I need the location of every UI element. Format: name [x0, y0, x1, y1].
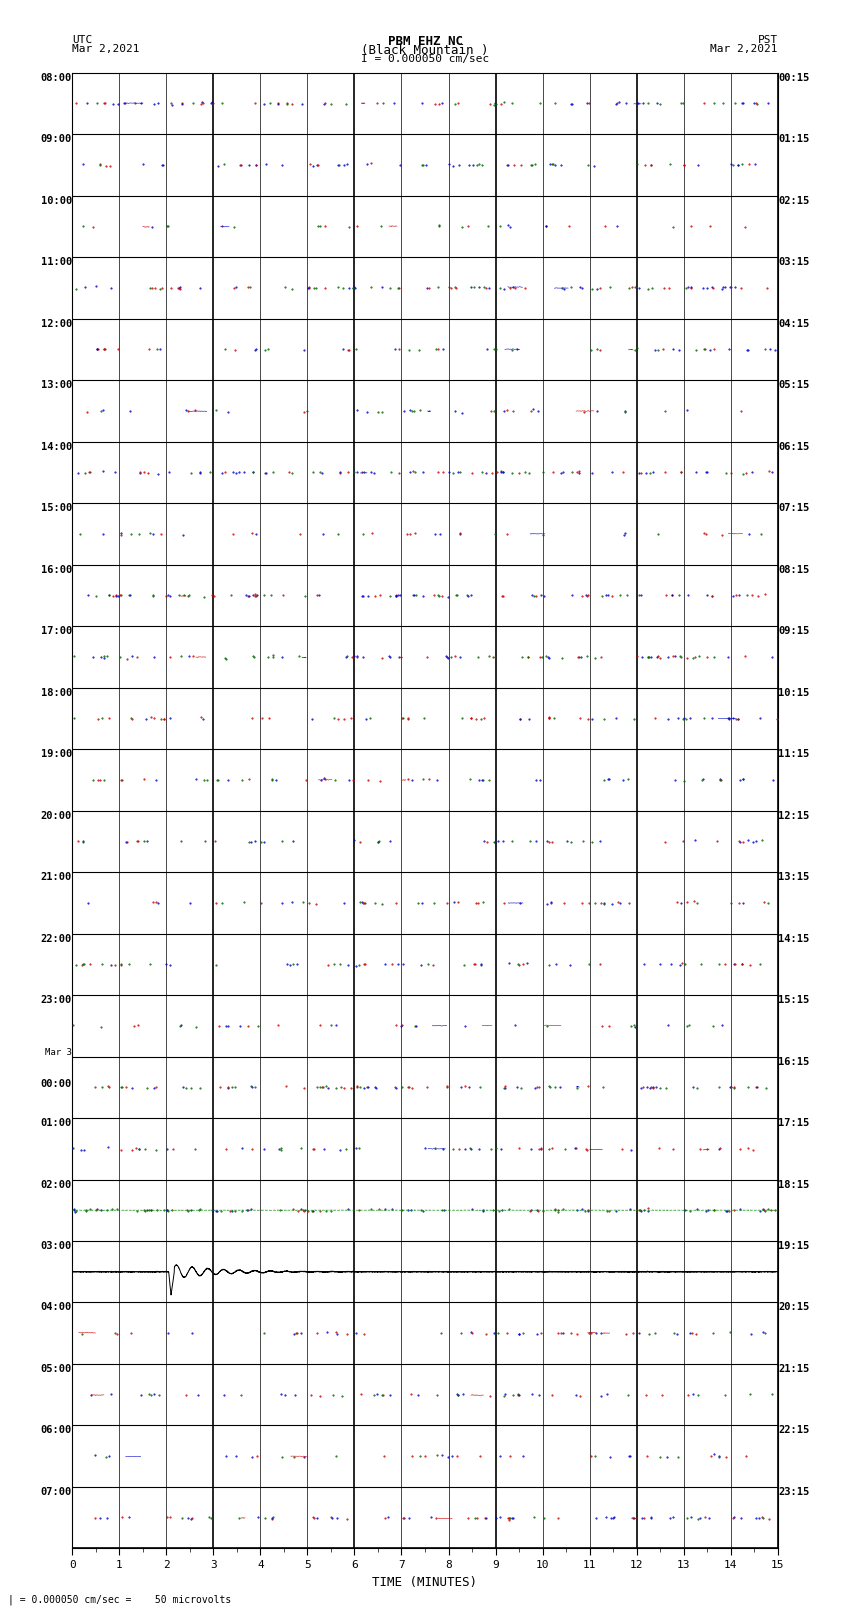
Text: Mar 2,2021: Mar 2,2021	[72, 44, 139, 55]
Text: 04:15: 04:15	[779, 319, 809, 329]
Text: 03:15: 03:15	[779, 256, 809, 268]
Text: 09:15: 09:15	[779, 626, 809, 636]
Text: 08:00: 08:00	[41, 73, 71, 82]
Text: 06:00: 06:00	[41, 1426, 71, 1436]
Text: 15:15: 15:15	[779, 995, 809, 1005]
Text: 22:00: 22:00	[41, 934, 71, 944]
Text: 16:15: 16:15	[779, 1057, 809, 1066]
Text: UTC: UTC	[72, 35, 93, 45]
Text: 23:00: 23:00	[41, 995, 71, 1005]
Text: 10:00: 10:00	[41, 195, 71, 205]
Text: 23:15: 23:15	[779, 1487, 809, 1497]
Text: 17:15: 17:15	[779, 1118, 809, 1127]
Text: 15:00: 15:00	[41, 503, 71, 513]
Text: 05:15: 05:15	[779, 381, 809, 390]
Text: 17:00: 17:00	[41, 626, 71, 636]
Text: 13:00: 13:00	[41, 381, 71, 390]
Text: I = 0.000050 cm/sec: I = 0.000050 cm/sec	[361, 53, 489, 65]
Text: 10:15: 10:15	[779, 687, 809, 697]
Text: 20:15: 20:15	[779, 1303, 809, 1313]
Text: 02:00: 02:00	[41, 1179, 71, 1189]
Text: 04:00: 04:00	[41, 1303, 71, 1313]
Text: 09:00: 09:00	[41, 134, 71, 144]
Text: PBM EHZ NC: PBM EHZ NC	[388, 35, 462, 48]
Text: Mar 3: Mar 3	[45, 1047, 71, 1057]
Text: 12:00: 12:00	[41, 319, 71, 329]
X-axis label: TIME (MINUTES): TIME (MINUTES)	[372, 1576, 478, 1589]
Text: 11:00: 11:00	[41, 256, 71, 268]
Text: 21:15: 21:15	[779, 1365, 809, 1374]
Text: 06:15: 06:15	[779, 442, 809, 452]
Text: PST: PST	[757, 35, 778, 45]
Text: 00:15: 00:15	[779, 73, 809, 82]
Text: 21:00: 21:00	[41, 873, 71, 882]
Text: 22:15: 22:15	[779, 1426, 809, 1436]
Text: 01:00: 01:00	[41, 1118, 71, 1127]
Text: 02:15: 02:15	[779, 195, 809, 205]
Text: 01:15: 01:15	[779, 134, 809, 144]
Text: 11:15: 11:15	[779, 748, 809, 760]
Text: 14:15: 14:15	[779, 934, 809, 944]
Text: 16:00: 16:00	[41, 565, 71, 574]
Text: | = 0.000050 cm/sec =    50 microvolts: | = 0.000050 cm/sec = 50 microvolts	[8, 1594, 232, 1605]
Text: 03:00: 03:00	[41, 1240, 71, 1252]
Text: 05:00: 05:00	[41, 1365, 71, 1374]
Text: Mar 2,2021: Mar 2,2021	[711, 44, 778, 55]
Text: 19:00: 19:00	[41, 748, 71, 760]
Text: 19:15: 19:15	[779, 1240, 809, 1252]
Text: 13:15: 13:15	[779, 873, 809, 882]
Text: 18:00: 18:00	[41, 687, 71, 697]
Text: 14:00: 14:00	[41, 442, 71, 452]
Text: 20:00: 20:00	[41, 811, 71, 821]
Text: 12:15: 12:15	[779, 811, 809, 821]
Text: (Black Mountain ): (Black Mountain )	[361, 44, 489, 58]
Text: 07:15: 07:15	[779, 503, 809, 513]
Text: 08:15: 08:15	[779, 565, 809, 574]
Text: 00:00: 00:00	[41, 1079, 71, 1089]
Text: 18:15: 18:15	[779, 1179, 809, 1189]
Text: 07:00: 07:00	[41, 1487, 71, 1497]
